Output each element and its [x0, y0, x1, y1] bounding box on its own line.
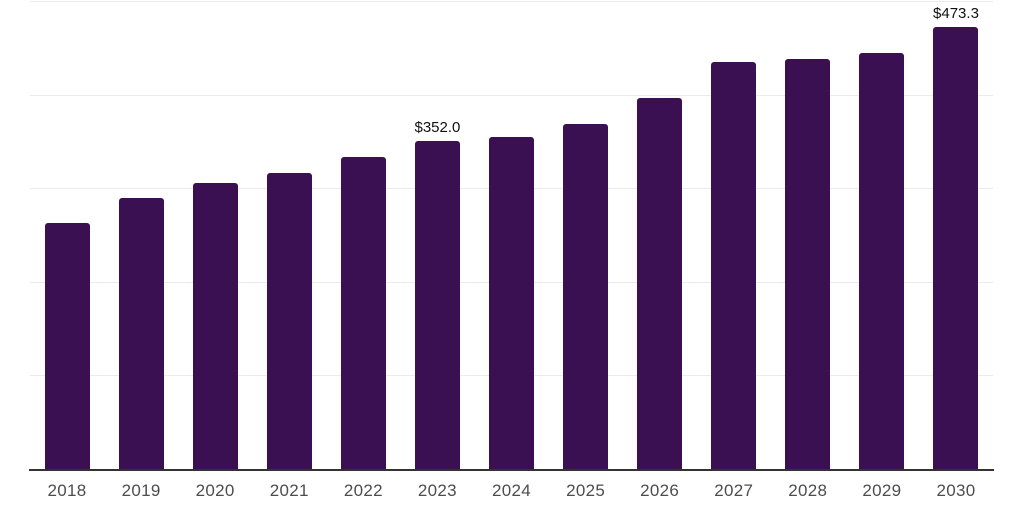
x-label-2028: 2028 [788, 481, 828, 500]
bar-slot-2026 [623, 2, 697, 470]
plot-area: $352.0 $473.3 [30, 1, 993, 470]
bar-value-label-2023: $352.0 [414, 118, 461, 136]
x-label-2027: 2027 [714, 481, 754, 500]
bar-2023[interactable] [414, 140, 460, 470]
x-label-2020: 2020 [195, 481, 235, 500]
bar-2019[interactable] [118, 198, 164, 470]
x-axis-line [29, 469, 994, 471]
bar-slot-2029 [845, 2, 919, 470]
x-label-2030: 2030 [936, 481, 976, 500]
bar-slot-2025 [549, 2, 623, 470]
bar-slot-2021 [252, 2, 326, 470]
bar-2029[interactable] [859, 53, 905, 470]
bar-slot-2030: $473.3 [919, 2, 993, 470]
bar-slot-2022 [326, 2, 400, 470]
bar-slot-2027 [697, 2, 771, 470]
bar-2018[interactable] [44, 223, 90, 470]
bar-2028[interactable] [785, 59, 831, 470]
bar-slot-2018 [30, 2, 104, 470]
x-label-2018: 2018 [47, 481, 87, 500]
x-axis-labels: 2018 2019 2020 2021 2022 2023 2024 2025 2026 2027… [30, 481, 993, 501]
gridline-500 [30, 1, 993, 2]
bar-2020[interactable] [192, 182, 238, 470]
bars-row: $352.0 $473.3 [30, 2, 993, 470]
x-label-2022: 2022 [343, 481, 383, 500]
x-label-2025: 2025 [566, 481, 606, 500]
bar-slot-2028 [771, 2, 845, 470]
x-label-2019: 2019 [121, 481, 161, 500]
x-label-2024: 2024 [491, 481, 532, 500]
gridline-400 [30, 94, 993, 96]
x-label-2023: 2023 [417, 481, 457, 500]
bar-2030[interactable] [933, 27, 979, 470]
bar-2021[interactable] [266, 172, 312, 470]
x-label-2026: 2026 [640, 481, 680, 500]
bar-2022[interactable] [340, 157, 386, 470]
bar-2026[interactable] [637, 98, 683, 470]
x-label-2021: 2021 [269, 481, 309, 500]
bar-slot-2019 [104, 2, 178, 470]
x-label-2029: 2029 [862, 481, 902, 500]
bar-value-label-2030: $473.3 [933, 5, 979, 22]
bar-slot-2023: $352.0 [400, 2, 474, 470]
bar-2024[interactable] [489, 136, 534, 470]
bar-slot-2020 [178, 2, 252, 470]
bar-2025[interactable] [563, 123, 609, 470]
bar-slot-2024 [474, 2, 548, 470]
bar-2027[interactable] [711, 62, 757, 470]
